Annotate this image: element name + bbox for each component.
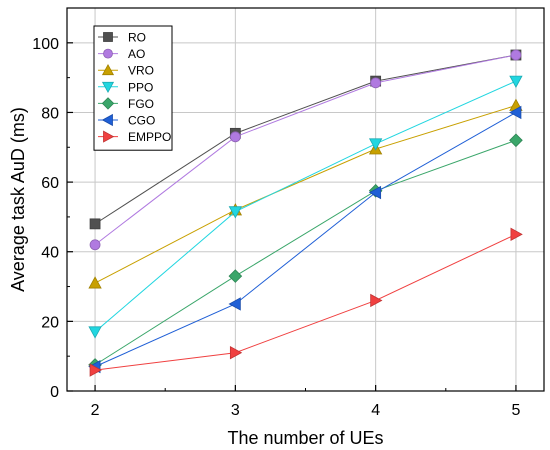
y-axis-title: Average task AuD (ms): [8, 107, 28, 292]
legend-marker: [103, 130, 115, 143]
legend-marker: [101, 113, 113, 127]
legend-item: EMPPO: [98, 130, 171, 144]
legend-item: FGO: [98, 97, 154, 111]
series-vro: [88, 98, 523, 289]
y-tick-label: 80: [41, 105, 59, 122]
series-layer: [88, 49, 523, 377]
legend-marker: [103, 32, 113, 42]
legend-label: VRO: [128, 64, 154, 78]
series-cgo: [88, 105, 522, 374]
series-ppo: [88, 75, 523, 339]
data-point: [510, 49, 522, 61]
legend-item: PPO: [98, 80, 153, 94]
y-tick-label: 60: [41, 175, 59, 192]
series-line: [94, 139, 517, 366]
legend-item: CGO: [98, 114, 155, 128]
data-point: [509, 105, 522, 120]
x-tick-label: 3: [231, 402, 240, 419]
x-tick-label: 5: [511, 402, 520, 419]
data-point: [370, 77, 382, 89]
legend-marker: [101, 81, 115, 94]
legend-marker: [101, 97, 115, 110]
legend-label: FGO: [128, 97, 154, 111]
data-point: [229, 346, 243, 360]
y-tick-label: 20: [41, 314, 59, 331]
series-ao: [89, 49, 522, 251]
data-point: [368, 185, 382, 200]
legend-label: EMPPO: [128, 130, 171, 144]
data-point: [509, 75, 523, 88]
legend-marker: [103, 48, 113, 59]
data-point: [88, 326, 102, 339]
series-line: [94, 54, 517, 246]
data-point: [509, 133, 523, 148]
y-tick-label: 100: [32, 36, 59, 53]
data-point: [89, 363, 102, 377]
legend-item: RO: [98, 31, 146, 45]
legend: RO AO VRO PPO FGO CGO EMPPO: [93, 25, 173, 151]
data-point: [368, 138, 383, 151]
x-tick-label: 4: [371, 402, 380, 419]
axis-ticks: 0 20 40 60 80 100 2 3 4 5: [32, 36, 520, 419]
series-line: [94, 105, 517, 284]
y-tick-label: 0: [50, 384, 59, 401]
series-line: [94, 112, 517, 368]
legend-item: VRO: [98, 64, 154, 78]
legend-label: CGO: [128, 114, 155, 128]
series-line: [94, 80, 517, 333]
y-tick-label: 40: [41, 245, 59, 262]
data-point: [89, 239, 101, 251]
series-line: [94, 54, 517, 225]
data-point: [370, 293, 383, 308]
data-point: [510, 227, 523, 241]
data-point: [229, 131, 241, 143]
legend-marker: [101, 63, 115, 76]
legend-label: PPO: [128, 80, 153, 94]
legend-label: RO: [128, 31, 146, 45]
legend-item: AO: [98, 47, 145, 61]
data-point: [89, 218, 101, 230]
data-point: [228, 297, 241, 311]
data-point: [228, 206, 243, 219]
data-point: [228, 269, 243, 283]
x-axis-title: The number of UEs: [227, 428, 383, 448]
series-line: [94, 233, 517, 371]
legend-label: AO: [128, 47, 145, 61]
series-emppo: [89, 227, 523, 377]
x-tick-label: 2: [91, 402, 100, 419]
data-point: [88, 276, 102, 289]
